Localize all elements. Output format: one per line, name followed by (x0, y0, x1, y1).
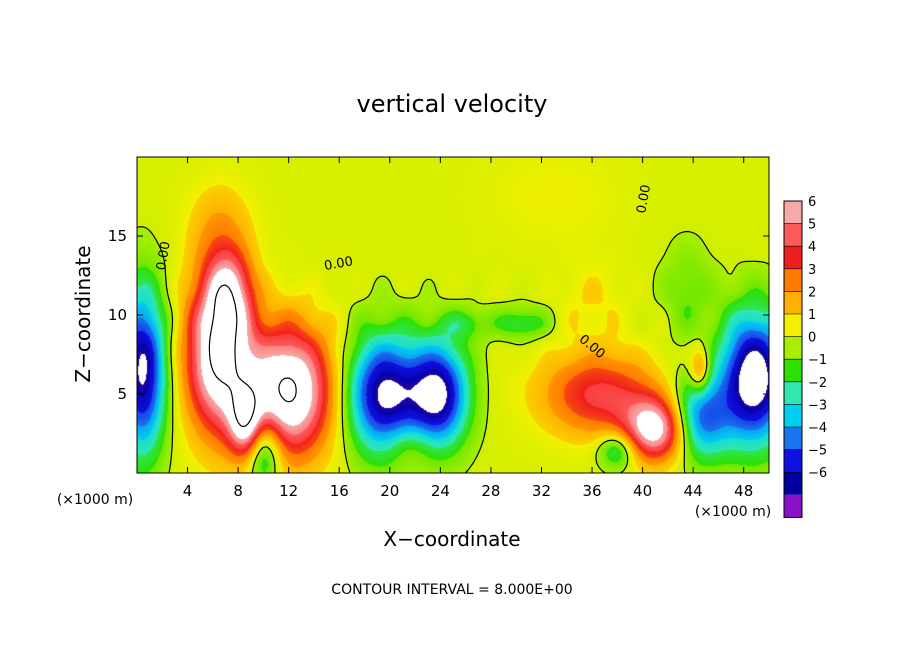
x-tick-label-20: 20 (380, 482, 399, 500)
x-tick-label-40: 40 (633, 482, 652, 500)
y-axis: 5 10 15 (108, 227, 769, 403)
colorbar-label-6: 0 (808, 331, 816, 346)
contour-zero (136, 226, 770, 474)
colorbar-label-0: 6 (808, 195, 816, 210)
colorbar-label-3: 3 (808, 263, 816, 278)
colorbar: 6 5 4 3 2 1 0 −1 −2 −3 −4 −5 −6 (783, 195, 827, 518)
x-tick-label-48: 48 (734, 482, 753, 500)
colorbar-band-7 (784, 359, 802, 382)
x-unit-label-left: (×1000 m) (57, 492, 133, 508)
plot-area: 0.00 0.000.000.00 (136, 156, 770, 474)
colorbar-band-3 (784, 268, 802, 292)
contour-label-2: 0.00 (634, 183, 654, 214)
x-unit-label-right: (×1000 m) (695, 504, 771, 520)
colorbar-band-5 (784, 314, 802, 337)
colorbar-band-6 (784, 336, 802, 360)
chart-title: vertical velocity (357, 90, 548, 118)
x-tick-label-24: 24 (431, 482, 450, 500)
contour-label-0: 0.00 (154, 240, 174, 271)
y-tick-label-10: 10 (108, 306, 127, 324)
colorbar-band-4 (784, 291, 802, 314)
x-tick-label-16: 16 (330, 482, 349, 500)
contour-positive (208, 284, 297, 428)
colorbar-label-12: −6 (808, 466, 827, 481)
colorbar-band-10 (784, 427, 802, 450)
colorbar-label-2: 4 (808, 240, 816, 255)
colorbar-label-10: −4 (808, 421, 827, 436)
x-tick-label-8: 8 (233, 482, 243, 500)
x-axis: 4 8 12 16 20 24 28 32 36 40 44 48 (183, 157, 753, 500)
x-tick-label-32: 32 (532, 482, 551, 500)
x-tick-label-36: 36 (582, 482, 601, 500)
y-axis-label: Z−coordinate (71, 245, 95, 382)
x-tick-label-12: 12 (279, 482, 298, 500)
colorbar-band-11 (784, 449, 802, 473)
colorbar-label-11: −5 (808, 444, 827, 459)
contour-interval-note: CONTOUR INTERVAL = 8.000E+00 (331, 582, 572, 598)
colorbar-label-1: 5 (808, 218, 816, 233)
colorbar-label-5: 1 (808, 308, 816, 323)
colorbar-label-4: 2 (808, 285, 816, 300)
contour-label-1: 0.00 (323, 254, 354, 274)
colorbar-band-9 (784, 404, 802, 427)
colorbar-band-0 (784, 201, 802, 224)
colorbar-band-8 (784, 381, 802, 405)
colorbar-label-7: −1 (808, 353, 827, 368)
colorbar-label-9: −3 (808, 398, 827, 413)
y-tick-label-5: 5 (117, 385, 127, 403)
heatmap-field (137, 157, 769, 473)
colorbar-label-8: −2 (808, 376, 827, 391)
colorbar-band-12 (784, 472, 802, 495)
x-tick-label-4: 4 (183, 482, 193, 500)
colorbar-band-13 (784, 494, 802, 518)
colorbar-band-2 (784, 246, 802, 269)
colorbar-band-1 (784, 223, 802, 247)
x-tick-label-28: 28 (481, 482, 500, 500)
y-tick-label-15: 15 (108, 227, 127, 245)
x-axis-label: X−coordinate (383, 527, 520, 551)
x-tick-label-44: 44 (684, 482, 703, 500)
